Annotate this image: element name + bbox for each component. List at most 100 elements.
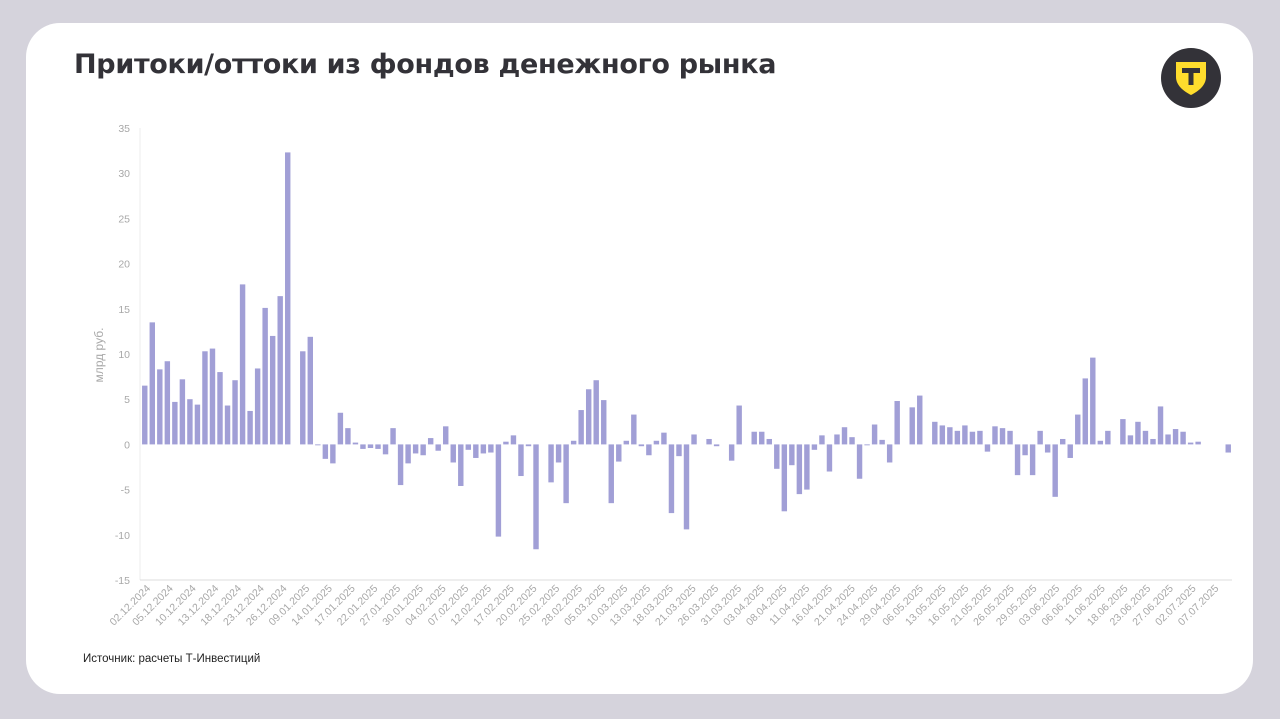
bar <box>774 444 780 469</box>
bar <box>977 430 983 445</box>
bar <box>736 405 742 445</box>
bar <box>1007 430 1013 445</box>
bar <box>465 444 472 450</box>
bar <box>608 444 614 504</box>
bar <box>142 385 148 445</box>
bar <box>879 439 885 445</box>
bar <box>458 444 464 486</box>
bar <box>450 444 456 463</box>
bar <box>668 444 675 514</box>
bar <box>781 444 788 512</box>
bar <box>932 421 938 445</box>
bar <box>322 444 329 459</box>
y-tick-label: 35 <box>118 123 130 135</box>
bar <box>999 428 1006 445</box>
bar <box>405 444 411 464</box>
bar <box>443 426 449 445</box>
chart-card: Притоки/оттоки из фондов денежного рынка… <box>26 23 1253 694</box>
y-tick-label: 10 <box>118 349 130 361</box>
page-title: Притоки/оттоки из фондов денежного рынка <box>74 49 777 80</box>
bar <box>1180 431 1186 445</box>
bar <box>488 444 494 453</box>
bar <box>525 444 532 447</box>
bar <box>804 444 810 490</box>
bar <box>759 431 765 445</box>
source-note: Источник: расчеты Т-Инвестиций <box>83 653 261 665</box>
bar <box>262 307 268 445</box>
y-tick-label: 15 <box>118 304 130 316</box>
y-axis-ticks: 35 30 25 20 15 10 5 0 -5 -10 -15 <box>115 123 141 587</box>
bar <box>164 361 171 445</box>
bar <box>1127 435 1134 445</box>
bar <box>345 428 351 445</box>
bar <box>412 444 419 454</box>
bar <box>1029 444 1036 476</box>
bar <box>1105 430 1111 445</box>
bar <box>300 351 306 445</box>
bar <box>676 444 682 457</box>
bar <box>435 444 441 451</box>
bar <box>330 444 336 464</box>
bar <box>1014 444 1021 476</box>
bar <box>187 399 193 445</box>
bar <box>856 444 863 479</box>
bar <box>661 432 667 445</box>
y-tick-label: -10 <box>115 530 130 542</box>
bar <box>382 444 389 455</box>
bar <box>713 444 720 447</box>
bar <box>570 440 577 445</box>
bar <box>1157 406 1164 445</box>
bar <box>179 379 186 445</box>
bar <box>1165 434 1171 445</box>
bar <box>811 444 818 450</box>
bar <box>548 444 554 483</box>
bar <box>194 404 201 445</box>
bar <box>1037 430 1043 445</box>
bar <box>751 431 757 445</box>
y-tick-label: 30 <box>118 168 130 180</box>
brand-logo <box>1161 48 1221 108</box>
bar <box>427 438 434 445</box>
bar <box>232 380 238 445</box>
y-tick-label: -15 <box>115 575 130 587</box>
bar <box>518 444 524 477</box>
bar <box>239 284 246 445</box>
bar <box>420 444 426 456</box>
bar <box>285 152 291 445</box>
bar <box>149 322 155 445</box>
bar <box>1120 419 1126 445</box>
bar <box>503 441 509 445</box>
bar <box>397 444 404 486</box>
bar <box>563 444 569 504</box>
bar <box>172 401 178 445</box>
bar <box>1195 441 1201 445</box>
bar <box>766 438 772 445</box>
bar <box>789 444 795 466</box>
bar <box>894 401 900 445</box>
bar <box>728 444 735 461</box>
bar <box>1187 442 1194 445</box>
bar <box>992 426 998 445</box>
y-tick-label: 25 <box>118 213 130 225</box>
bar <box>616 444 622 462</box>
bar <box>480 444 487 454</box>
y-tick-label: 20 <box>118 259 130 271</box>
y-tick-label: 0 <box>124 439 130 451</box>
bar <box>585 389 592 445</box>
bar <box>247 410 253 445</box>
bar <box>691 434 697 445</box>
bar <box>849 437 855 445</box>
bar <box>533 444 539 550</box>
bar <box>578 410 584 445</box>
bar <box>1090 357 1096 445</box>
bar <box>254 368 261 445</box>
bar <box>947 427 953 445</box>
bar <box>495 444 502 537</box>
bar <box>510 435 517 445</box>
bar <box>1135 421 1141 445</box>
bar <box>1142 430 1149 445</box>
bar <box>646 444 652 456</box>
bar <box>1097 440 1104 445</box>
bar <box>1067 444 1073 458</box>
bars-group <box>142 152 1231 550</box>
